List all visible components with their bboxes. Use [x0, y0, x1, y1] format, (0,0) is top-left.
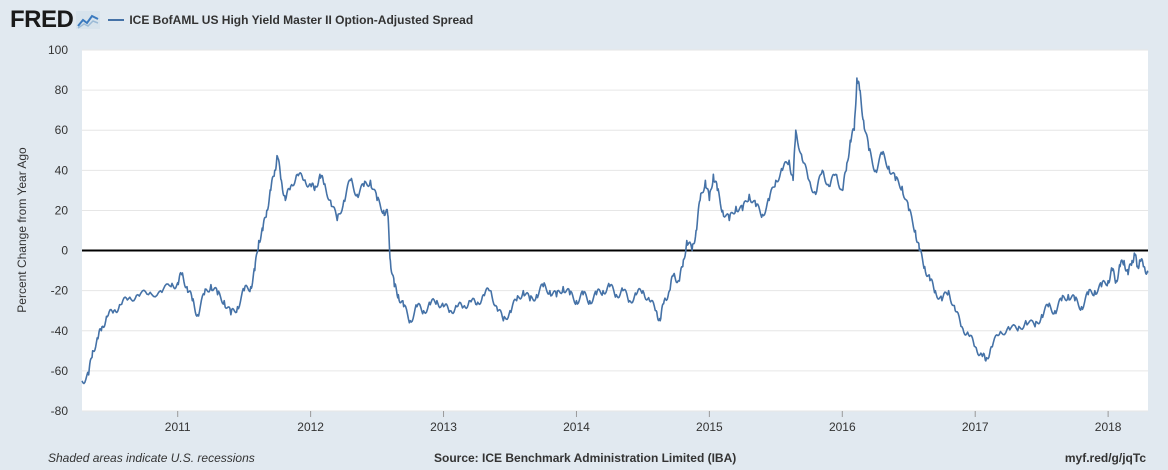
y-tick-label: 80 — [55, 83, 69, 97]
x-tick-label: 2017 — [962, 420, 989, 434]
plot-area — [82, 50, 1148, 411]
x-tick-label: 2011 — [165, 420, 191, 434]
x-tick-label: 2014 — [563, 420, 590, 434]
x-tick-label: 2012 — [297, 420, 324, 434]
legend-line-swatch — [108, 19, 125, 21]
y-axis-ticks: -80 -60 -40 -20 0 20 40 60 80 100 — [48, 43, 68, 418]
y-tick-label: 0 — [61, 244, 68, 258]
x-tick-label: 2013 — [430, 420, 457, 434]
short-url[interactable]: myf.red/g/jqTc — [1064, 451, 1146, 465]
fred-logo[interactable]: FRED — [10, 6, 74, 33]
recession-note: Shaded areas indicate U.S. recessions — [48, 451, 255, 465]
y-tick-label: 100 — [48, 43, 68, 57]
y-tick-label: -80 — [51, 404, 69, 418]
y-tick-label: -40 — [51, 324, 69, 338]
series-line[interactable] — [81, 77, 1149, 385]
legend-entry[interactable]: ICE BofAML US High Yield Master II Optio… — [129, 13, 474, 27]
chart-header: FRED ICE BofAML US High Yield Master II … — [10, 6, 473, 34]
y-tick-label: 40 — [55, 163, 69, 177]
y-tick-label: -60 — [51, 364, 69, 378]
fred-chart-icon — [76, 11, 101, 29]
y-tick-label: -20 — [51, 284, 69, 298]
x-tick-label: 2015 — [696, 420, 723, 434]
x-tick-label: 2018 — [1095, 420, 1122, 434]
x-axis-ticks: 2011 2012 2013 2014 2015 2016 2017 2018 — [165, 411, 1122, 434]
y-tick-label: 20 — [55, 203, 69, 217]
x-tick-label: 2016 — [829, 420, 856, 434]
source-note[interactable]: Source: ICE Benchmark Administration Lim… — [434, 451, 737, 465]
y-tick-label: 60 — [55, 123, 69, 137]
